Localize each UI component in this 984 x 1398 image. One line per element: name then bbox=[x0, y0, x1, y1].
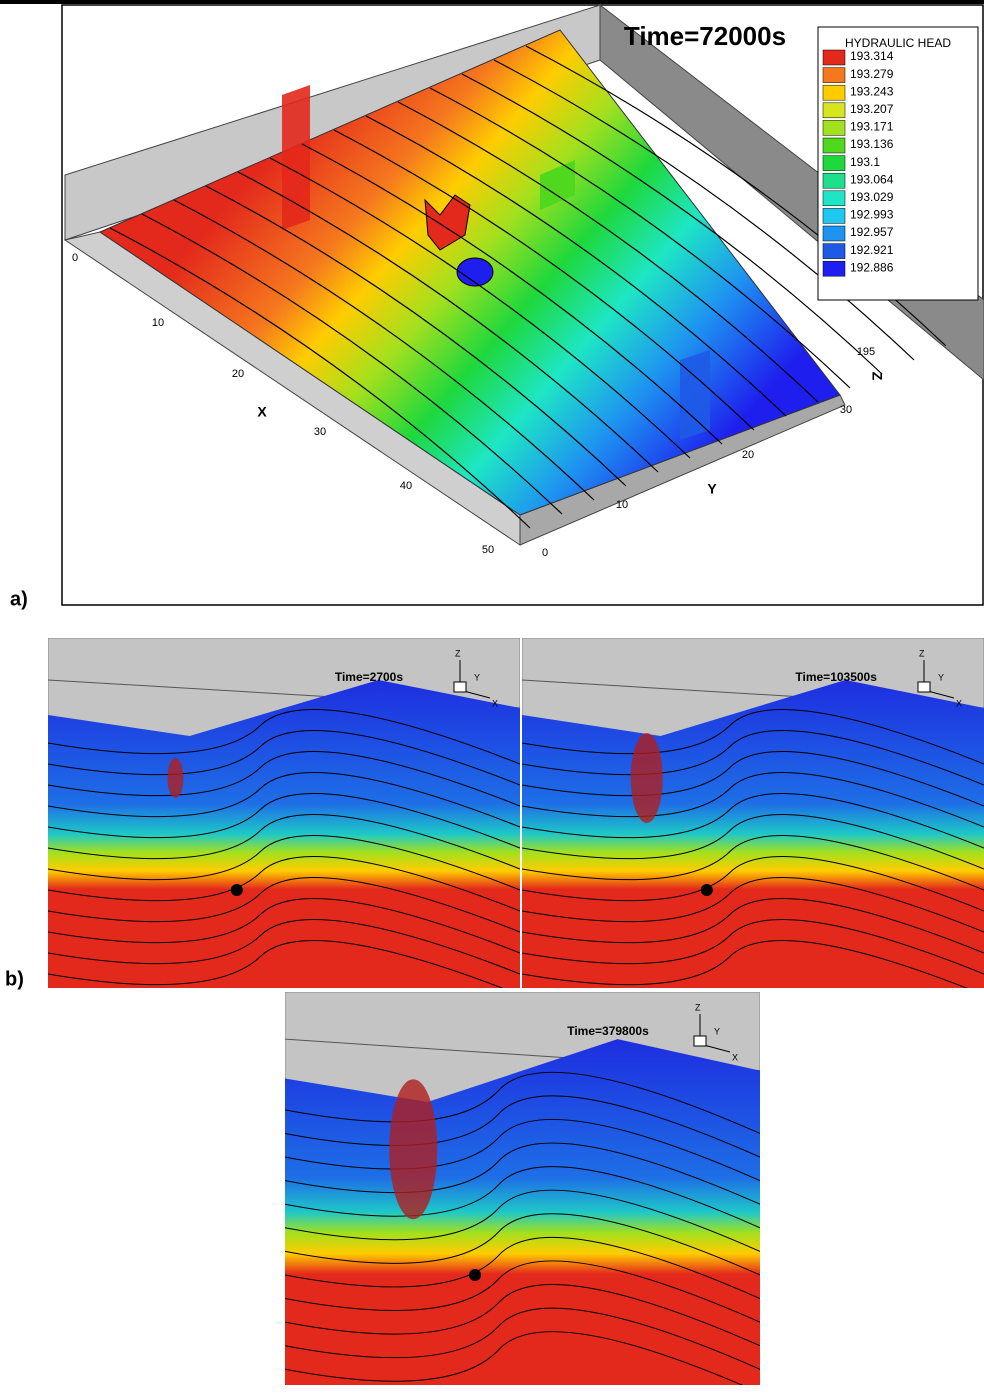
z-axis-title: Z bbox=[869, 372, 885, 381]
legend-swatch bbox=[823, 85, 845, 100]
legend-swatch bbox=[823, 103, 845, 118]
triad-cube bbox=[454, 682, 466, 692]
x-axis-title: X bbox=[257, 404, 267, 420]
frame-content: Time=379800s Z Y X bbox=[285, 992, 760, 1393]
x-tick-label: 0 bbox=[72, 252, 78, 264]
section-surface bbox=[285, 1039, 760, 1385]
well bbox=[469, 1269, 481, 1281]
legend-label: 193.1 bbox=[850, 155, 880, 169]
time-label: Time=72000s bbox=[624, 21, 786, 51]
simulation-frame: Time=103500s Z Y X bbox=[522, 638, 984, 995]
triad-label: Y bbox=[474, 672, 480, 682]
triad-cube bbox=[694, 1036, 706, 1046]
section-plane bbox=[282, 85, 310, 230]
triad-label: Y bbox=[938, 672, 944, 682]
legend-swatch bbox=[823, 68, 845, 83]
legend-label: 193.314 bbox=[850, 49, 894, 63]
section-surface bbox=[522, 680, 984, 988]
legend-label: 193.243 bbox=[850, 84, 894, 98]
time-label: Time=379800s bbox=[567, 1024, 649, 1038]
time-label: Time=2700s bbox=[335, 670, 403, 684]
section-plane bbox=[680, 350, 710, 440]
legend-swatch bbox=[823, 244, 845, 259]
legend-swatch bbox=[823, 138, 845, 153]
legend-swatch bbox=[823, 226, 845, 241]
triad-label: Z bbox=[455, 648, 461, 658]
triad-label: X bbox=[732, 1052, 738, 1062]
legend-swatch bbox=[823, 261, 845, 276]
legend-label: 193.029 bbox=[850, 190, 894, 204]
triad-label: Z bbox=[919, 648, 925, 658]
top-rule bbox=[0, 0, 984, 4]
legend-label: 192.886 bbox=[850, 260, 894, 274]
legend-swatch bbox=[823, 173, 845, 188]
y-tick-label: 20 bbox=[742, 449, 754, 461]
x-tick-label: 20 bbox=[232, 368, 244, 380]
y-tick-label: 30 bbox=[840, 404, 852, 416]
triad-label: Y bbox=[714, 1026, 720, 1036]
y-tick-label: 10 bbox=[616, 499, 628, 511]
legend-label: 193.279 bbox=[850, 67, 894, 81]
z-tick-label: 195 bbox=[857, 346, 875, 358]
legend-title: HYDRAULIC HEAD bbox=[845, 36, 951, 50]
legend-swatch bbox=[823, 120, 845, 135]
well bbox=[231, 884, 243, 896]
panel-label: a) bbox=[10, 588, 28, 610]
triad-label: Z bbox=[695, 1002, 701, 1012]
x-tick-label: 30 bbox=[314, 426, 326, 438]
section-surface bbox=[48, 680, 520, 988]
x-tick-label: 10 bbox=[152, 317, 164, 329]
x-tick-label: 40 bbox=[400, 480, 412, 492]
simulation-frame: Time=379800s Z Y X bbox=[285, 992, 760, 1393]
figure: Time=72000s HYDRAULIC HEAD a) b) 193.314… bbox=[0, 0, 984, 1393]
legend-label: 192.921 bbox=[850, 243, 894, 257]
x-tick-label: 50 bbox=[482, 544, 494, 556]
legend-swatch bbox=[823, 156, 845, 171]
legend-label: 193.171 bbox=[850, 120, 894, 134]
legend-swatch bbox=[823, 50, 845, 65]
legend-swatch bbox=[823, 191, 845, 206]
triad-cube bbox=[918, 682, 930, 692]
triad-label: X bbox=[956, 698, 962, 708]
plume bbox=[389, 1079, 437, 1219]
panel-label: b) bbox=[5, 968, 24, 990]
triad-label: X bbox=[492, 698, 498, 708]
y-tick-label: 0 bbox=[542, 547, 548, 559]
legend-swatch bbox=[823, 208, 845, 223]
well bbox=[701, 884, 713, 896]
legend-label: 192.957 bbox=[850, 225, 894, 239]
frame-content: Time=103500s Z Y X bbox=[522, 638, 984, 995]
plume bbox=[167, 758, 183, 798]
y-axis-title: Y bbox=[707, 481, 717, 497]
plume bbox=[631, 733, 663, 823]
legend-label: 192.993 bbox=[850, 208, 894, 222]
simulation-frame: Time=2700s Z Y X bbox=[48, 638, 520, 995]
frame-content: Time=2700s Z Y X bbox=[48, 638, 520, 995]
legend-label: 193.064 bbox=[850, 172, 894, 186]
time-label: Time=103500s bbox=[795, 670, 877, 684]
legend-label: 193.136 bbox=[850, 137, 894, 151]
legend-label: 193.207 bbox=[850, 102, 894, 116]
